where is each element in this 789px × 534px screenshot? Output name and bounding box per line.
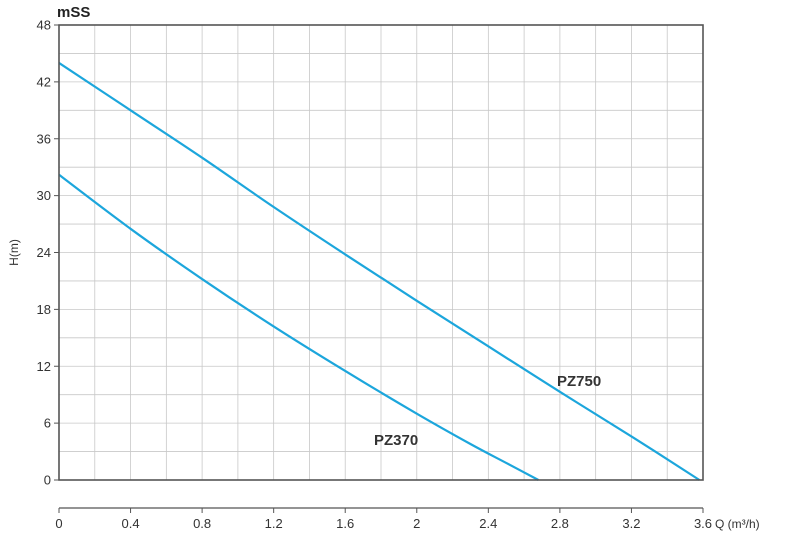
series-label-pz750: PZ750 (557, 373, 601, 390)
y-unit-label: mSS (57, 4, 90, 21)
x-axis-label: Q (m³/h) (715, 517, 760, 531)
y-tick-label: 42 (37, 74, 51, 89)
x-tick-label: 0.8 (193, 516, 211, 531)
series-line-pz750 (58, 62, 701, 481)
y-tick-label: 6 (44, 416, 51, 431)
y-tick-label: 30 (37, 188, 51, 203)
x-tick-label: 2.8 (551, 516, 569, 531)
y-tick-label: 24 (37, 245, 51, 260)
y-tick-label: 12 (37, 359, 51, 374)
y-axis: 0 6 12 18 24 30 36 42 48 (37, 18, 59, 488)
y-tick-label: 36 (37, 131, 51, 146)
y-tick-label: 0 (44, 473, 51, 488)
x-tick-label: 2 (413, 516, 420, 531)
x-tick-label: 2.4 (479, 516, 497, 531)
x-axis: 0 0.4 0.8 1.2 1.6 2 2.4 2.8 3.2 3.6 (55, 507, 712, 531)
series-label-pz370: PZ370 (374, 432, 418, 449)
y-tick-label: 18 (37, 302, 51, 317)
y-axis-label: H(m) (7, 239, 21, 266)
x-tick-label: 3.6 (694, 516, 712, 531)
curves: PZ750 PZ370 (58, 62, 701, 481)
grid (59, 25, 703, 480)
x-tick-label: 3.2 (622, 516, 640, 531)
x-tick-label: 1.6 (336, 516, 354, 531)
x-tick-label: 0.4 (122, 516, 140, 531)
x-tick-label: 1.2 (265, 516, 283, 531)
x-tick-label: 0 (55, 516, 62, 531)
y-tick-label: 48 (37, 18, 51, 33)
series-line-pz370 (58, 173, 539, 481)
